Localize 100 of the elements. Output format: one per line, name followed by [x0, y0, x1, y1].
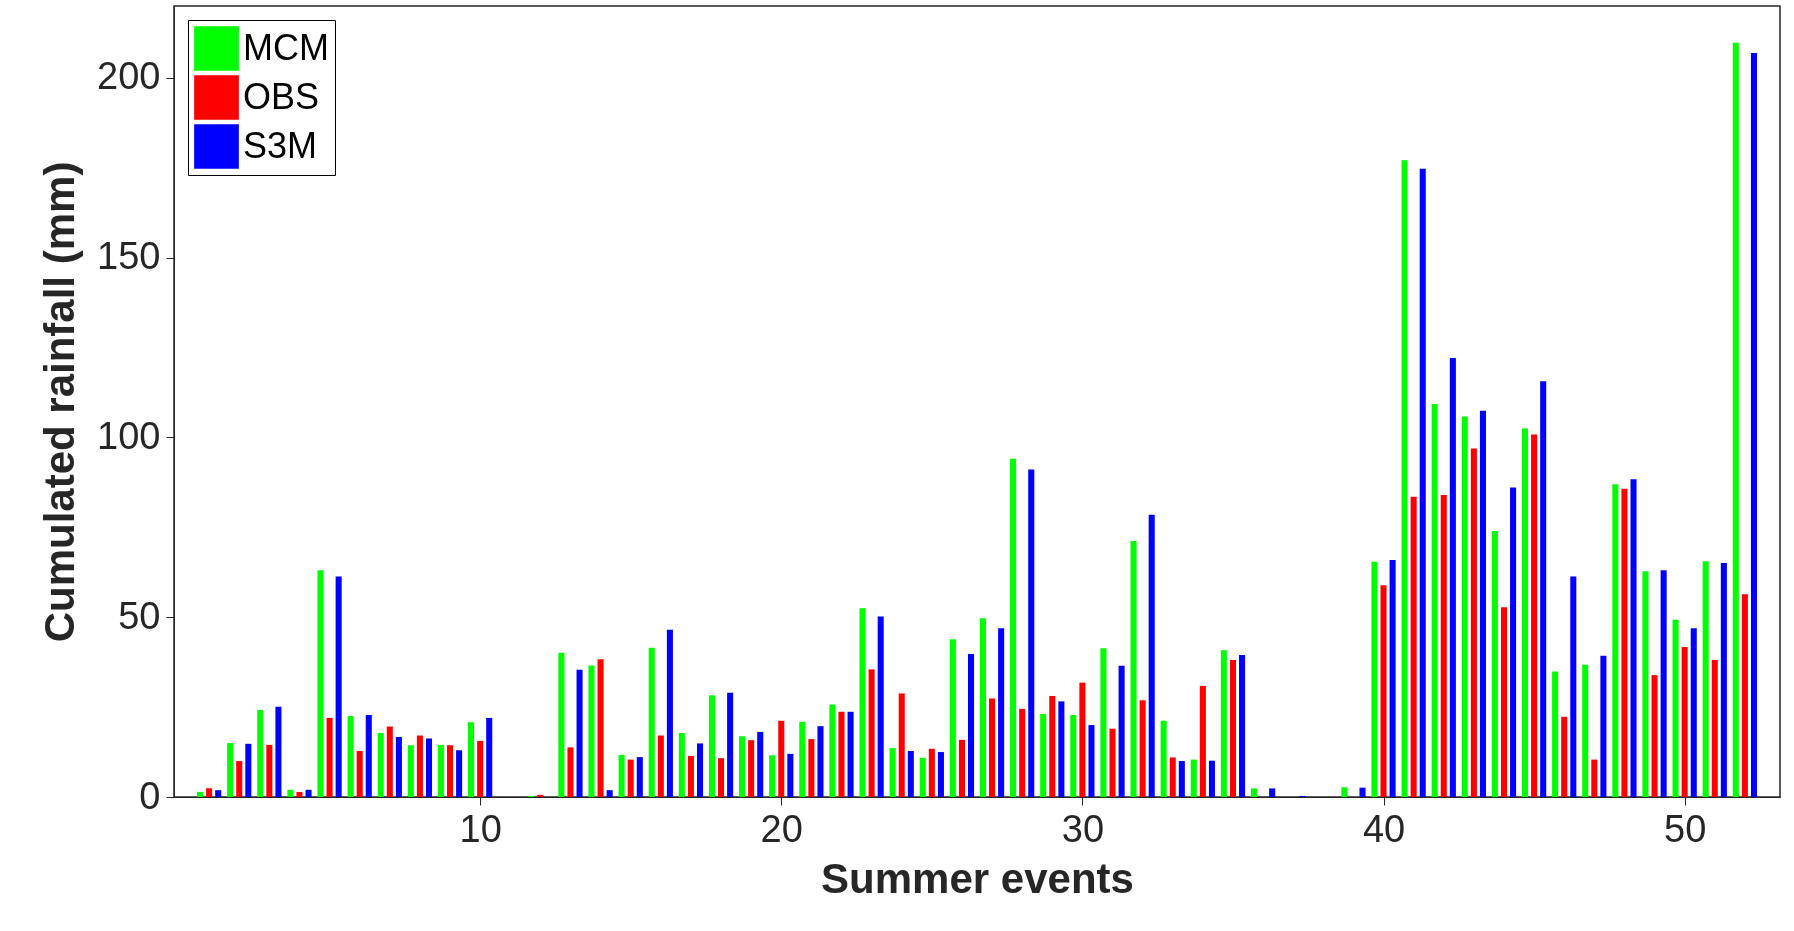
- bar: [558, 652, 565, 797]
- bar: [1491, 530, 1498, 797]
- bar: [1208, 760, 1215, 797]
- bar: [576, 669, 583, 797]
- bar: [356, 750, 363, 797]
- bar: [1732, 42, 1739, 797]
- bar: [1582, 664, 1589, 797]
- bar: [696, 743, 704, 797]
- bar: [627, 759, 634, 797]
- bar: [1521, 428, 1529, 797]
- bar: [335, 576, 342, 797]
- bar: [206, 788, 213, 797]
- bar: [1100, 648, 1107, 797]
- bar: [446, 745, 454, 797]
- bar: [968, 653, 975, 797]
- bar: [1552, 671, 1559, 797]
- bar: [1570, 576, 1577, 797]
- bar: [898, 693, 905, 797]
- bar: [347, 716, 354, 797]
- bar: [468, 722, 475, 797]
- bar: [1461, 416, 1468, 797]
- bar: [386, 726, 393, 797]
- bar: [1079, 682, 1086, 797]
- bar: [799, 721, 806, 797]
- bar: [919, 757, 926, 797]
- legend-label: OBS: [243, 75, 320, 117]
- bar: [1702, 561, 1709, 797]
- bar: [769, 755, 776, 797]
- bar: [748, 740, 755, 797]
- bar: [1660, 570, 1667, 797]
- bar: [739, 736, 746, 797]
- x-tick-label: 50: [1664, 807, 1707, 850]
- bar: [1148, 514, 1155, 797]
- y-tick-label: 0: [139, 774, 161, 817]
- bar: [1019, 708, 1026, 797]
- bar: [838, 711, 845, 797]
- bar: [1040, 713, 1047, 797]
- bar: [868, 669, 875, 797]
- bar: [365, 715, 372, 797]
- bar: [808, 739, 815, 797]
- bar: [958, 739, 965, 797]
- bar: [817, 726, 824, 797]
- bar: [1371, 561, 1378, 797]
- bar: [456, 750, 463, 797]
- bar: [1380, 585, 1387, 797]
- bar: [1139, 700, 1146, 797]
- bar: [937, 752, 944, 797]
- bar: [1049, 695, 1056, 797]
- bar: [1440, 494, 1447, 797]
- bar: [727, 692, 734, 797]
- bar: [1470, 448, 1477, 797]
- bar: [1250, 788, 1258, 797]
- legend-label: S3M: [243, 124, 318, 166]
- bar: [1630, 479, 1637, 797]
- bar: [889, 748, 896, 797]
- y-tick-label: 100: [97, 414, 161, 457]
- bar: [648, 647, 655, 797]
- bar: [847, 711, 854, 797]
- bar: [787, 753, 794, 797]
- bar: [1681, 647, 1688, 797]
- bar: [1229, 660, 1236, 797]
- bar: [1070, 715, 1077, 797]
- bar: [1591, 759, 1598, 797]
- x-tick-label: 10: [459, 807, 502, 850]
- bar: [718, 758, 725, 797]
- bar: [1419, 168, 1426, 797]
- bar: [477, 740, 484, 797]
- bar: [1389, 560, 1396, 797]
- bar: [1239, 654, 1246, 797]
- bar: [1621, 488, 1628, 797]
- bar: [1449, 358, 1456, 797]
- bar: [1058, 701, 1065, 797]
- bar: [1401, 160, 1408, 797]
- bar: [1642, 571, 1649, 797]
- bar: [606, 790, 613, 797]
- bar: [266, 744, 273, 797]
- bar: [326, 717, 333, 797]
- bar: [425, 738, 433, 797]
- bar: [979, 618, 986, 797]
- bar: [1130, 541, 1137, 797]
- bar: [1750, 53, 1758, 797]
- bar: [657, 735, 664, 797]
- y-axis-title: Cumulated rainfall (mm): [36, 161, 84, 643]
- bar: [407, 745, 414, 797]
- bar: [1479, 410, 1486, 797]
- x-tick-label: 40: [1362, 807, 1406, 850]
- bar: [687, 756, 694, 797]
- bar: [257, 709, 264, 797]
- bar: [1160, 720, 1167, 797]
- bar: [1269, 788, 1276, 797]
- bar: [1190, 759, 1197, 797]
- bar: [1010, 458, 1017, 797]
- x-tick-label: 30: [1061, 807, 1105, 850]
- bar: [287, 789, 294, 797]
- bar: [236, 761, 243, 797]
- bar: [1199, 685, 1206, 797]
- bar: [1510, 487, 1517, 797]
- bar: [1028, 469, 1035, 797]
- bar: [395, 736, 402, 797]
- bar: [636, 757, 643, 797]
